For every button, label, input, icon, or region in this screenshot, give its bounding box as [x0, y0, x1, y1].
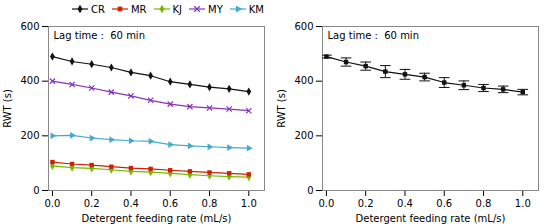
svg-text:0.4: 0.4 — [123, 198, 139, 209]
svg-text:Detergent feeding rate (mL/s): Detergent feeding rate (mL/s) — [356, 213, 506, 224]
html-text:MR: MR — [131, 3, 147, 15]
svg-text:Lag time : 60 min: Lag time : 60 min — [328, 30, 419, 41]
svg-text:0.0: 0.0 — [318, 198, 334, 209]
svg-text:0.6: 0.6 — [436, 198, 452, 209]
html-text:CR: CR — [91, 3, 105, 15]
svg-text:0.0: 0.0 — [44, 198, 60, 209]
html-text:KM: KM — [248, 3, 264, 15]
svg-text:0.2: 0.2 — [358, 198, 374, 209]
html-text:KJ: KJ — [172, 3, 183, 15]
svg-text:400: 400 — [294, 75, 313, 86]
svg-text:200: 200 — [294, 130, 313, 141]
svg-text:0: 0 — [307, 185, 313, 196]
svg-text:RWT (s): RWT (s) — [2, 89, 13, 128]
svg-text:RWT (s): RWT (s) — [276, 89, 287, 128]
svg-text:0.8: 0.8 — [202, 198, 218, 209]
svg-text:1.0: 1.0 — [241, 198, 257, 209]
svg-text:600: 600 — [294, 21, 313, 32]
svg-text:400: 400 — [20, 75, 39, 86]
svg-text:600: 600 — [20, 21, 39, 32]
svg-text:Lag time : 60 min: Lag time : 60 min — [54, 30, 145, 41]
svg-text:0.2: 0.2 — [84, 198, 100, 209]
svg-text:0.6: 0.6 — [162, 198, 178, 209]
svg-text:Detergent feeding rate (mL/s): Detergent feeding rate (mL/s) — [82, 213, 232, 224]
html-text:MY: MY — [208, 3, 223, 15]
svg-text:0: 0 — [33, 185, 39, 196]
svg-text:0.4: 0.4 — [397, 198, 413, 209]
svg-text:0.8: 0.8 — [476, 198, 492, 209]
svg-text:200: 200 — [20, 130, 39, 141]
svg-text:1.0: 1.0 — [515, 198, 531, 209]
